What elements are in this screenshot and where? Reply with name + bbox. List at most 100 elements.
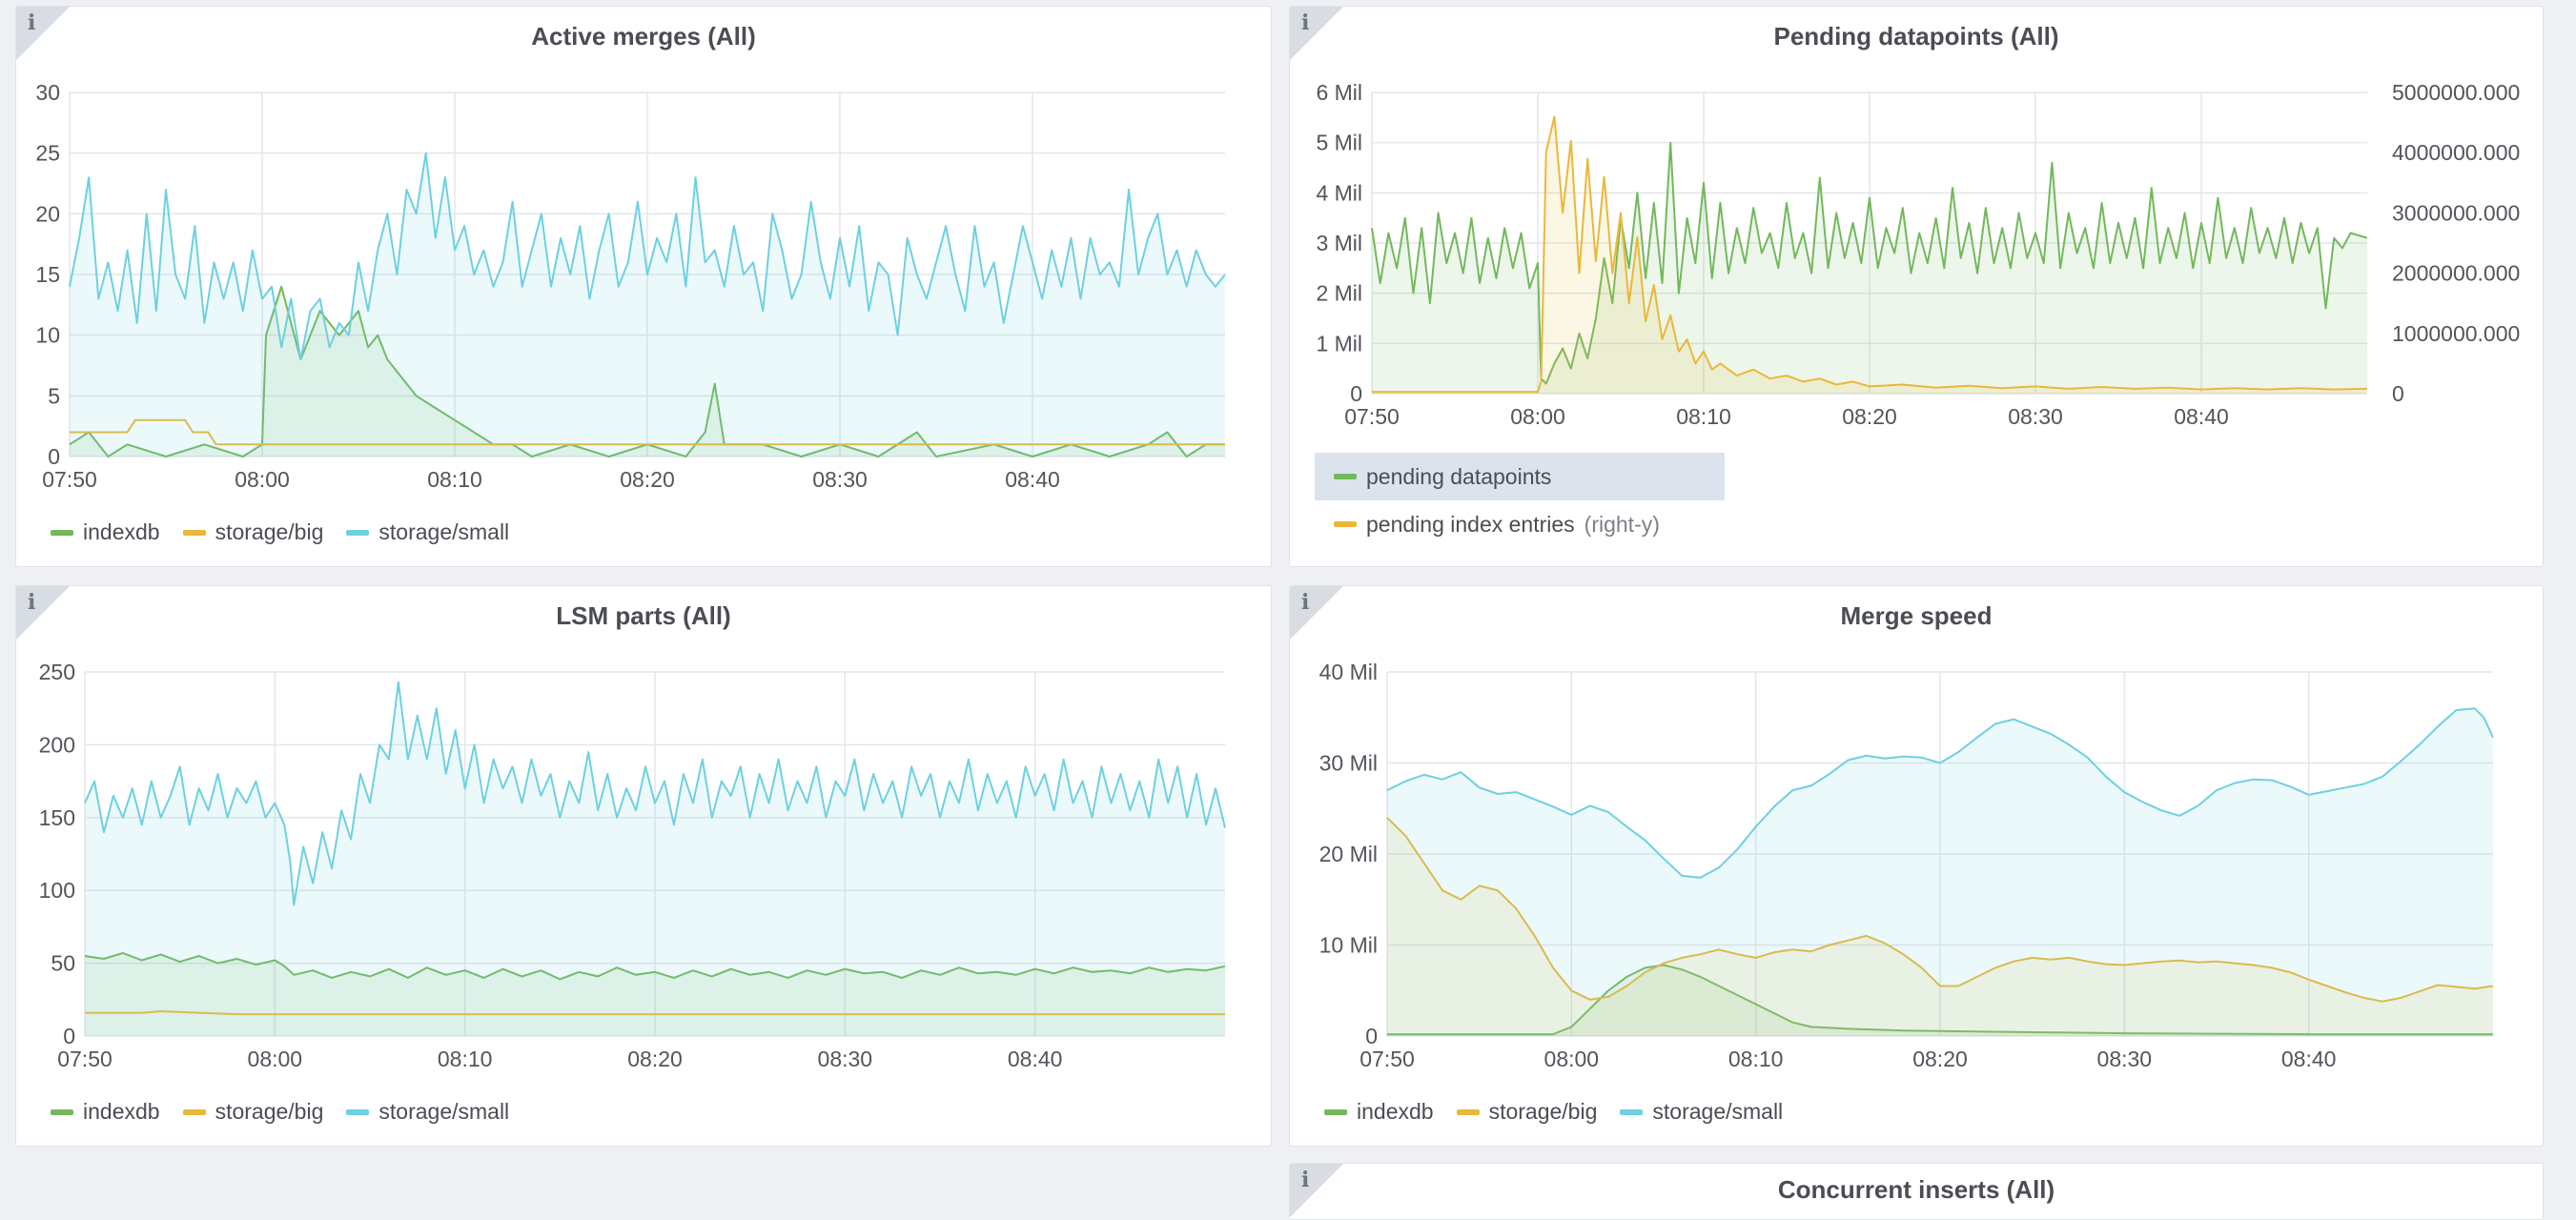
y-tick-label: 50 [51,951,75,976]
legend-label: storage/big [215,519,324,544]
legend-item-storage-small[interactable]: storage/small [346,1099,509,1125]
y2-tick-label: 5000000.000 [2392,80,2520,105]
series-area-indexdb [85,952,1225,1036]
legend-swatch [182,529,206,536]
panel-active-merges: i Active merges (All) 0 5 10 15 20 25 30 07:50 0… [15,6,1272,567]
info-icon[interactable]: i [1301,1168,1310,1192]
legend-label: storage/small [1652,1099,1784,1124]
y-tick-label: 0 [1350,381,1362,406]
y-tick-label: 250 [39,660,75,684]
legend-item-storage-big[interactable]: storage/big [1456,1099,1598,1125]
legend: indexdb storage/big storage/small [1324,1099,1806,1125]
x-tick-label: 08:20 [620,467,675,492]
legend-swatch [1324,1108,1347,1115]
y-tick-label: 30 [35,80,60,105]
x-tick-label: 08:00 [1510,404,1565,429]
legend-label: indexdb [1357,1099,1434,1124]
series-area-storage-big [1387,817,2493,1036]
legend-label: indexdb [83,519,160,544]
panel-info-corner [1290,7,1343,60]
panel-title[interactable]: Pending datapoints (All) [1773,22,2059,51]
x-tick-label: 08:20 [1912,1047,1968,1071]
series-line-storage-big [1386,817,2494,1003]
y-tick-label: 5 [48,383,60,408]
legend-axis-note: (right-y) [1584,511,1660,537]
x-tick-label: 08:40 [2174,404,2229,429]
panel-title[interactable]: Merge speed [1840,601,1993,630]
legend-swatch [1620,1108,1644,1115]
series-line-storage-small [69,152,1226,361]
x-tick-label: 08:00 [1544,1047,1600,1071]
y-tick-label: 0 [48,444,60,469]
series-area-pending-datapoints [1372,142,2367,394]
panel-info-corner [16,586,70,640]
info-icon[interactable]: i [28,10,36,35]
y-tick-label: 0 [1365,1024,1378,1048]
series-line-indexdb [1387,964,2493,1036]
legend-item-storage-big[interactable]: storage/big [182,1099,324,1125]
legend: pending datapoints pending index entries (… [1315,453,1725,548]
legend-item-storage-small[interactable]: storage/small [346,519,509,545]
x-tick-label: 08:10 [1676,404,1731,429]
panel-title[interactable]: LSM parts (All) [556,601,731,630]
panel-info-corner [1290,586,1343,640]
legend-item-indexdb[interactable]: indexdb [1324,1099,1434,1125]
series-line-storage-small [84,681,1226,906]
x-tick-label: 08:20 [1842,404,1897,429]
legend-label: storage/big [1488,1099,1598,1124]
chart-active-merges[interactable]: 0 5 10 15 20 25 30 07:50 08:00 08:10 08:20 08:30 08:… [16,7,1272,492]
y-tick-label: 6 Mil [1316,80,1362,105]
x-tick-label: 08:40 [1008,1047,1063,1071]
y-tick-label: 0 [63,1024,75,1048]
legend: indexdb storage/big storage/small [51,519,532,545]
y-tick-label: 15 [35,262,60,287]
y-tick-label: 10 Mil [1319,933,1378,958]
legend-swatch [346,1108,370,1115]
panel-title[interactable]: Concurrent inserts (All) [1777,1175,2055,1204]
legend-swatch [1334,521,1357,527]
legend-item-indexdb[interactable]: indexdb [51,519,160,545]
x-tick-label: 07:50 [1344,404,1400,429]
legend-item-storage-big[interactable]: storage/big [182,519,324,545]
x-tick-label: 07:50 [57,1047,112,1071]
y2-tick-label: 3000000.000 [2392,200,2520,225]
info-icon[interactable]: i [28,590,36,615]
panel-title[interactable]: Active merges (All) [531,22,756,51]
panel-info-corner [16,7,70,60]
y-tick-label: 2 Mil [1316,281,1362,306]
info-icon[interactable]: i [1301,590,1310,615]
legend-item-pending-datapoints[interactable]: pending datapoints [1315,453,1725,500]
legend-item-indexdb[interactable]: indexdb [51,1099,160,1125]
y2-tick-label: 4000000.000 [2392,140,2520,165]
x-tick-label: 08:10 [1728,1047,1784,1071]
x-tick-label: 07:50 [42,467,97,492]
legend-label: storage/big [215,1099,324,1124]
series-area-indexdb [70,286,1225,457]
legend-item-storage-small[interactable]: storage/small [1620,1099,1783,1125]
y2-tick-label: 2000000.000 [2392,261,2520,286]
panel-pending-datapoints: i Pending datapoints (All) 0 1 Mil 2 Mil 3 … [1289,6,2544,567]
series-area-storage-small [85,681,1225,1036]
panel-lsm-parts: i LSM parts (All) 0 50 100 150 200 250 07:50 08… [15,585,1272,1147]
legend-swatch [1456,1108,1480,1115]
info-icon[interactable]: i [1301,10,1310,35]
grid [84,671,1225,1037]
chart-pending-datapoints[interactable]: 0 1 Mil 2 Mil 3 Mil 4 Mil 5 Mil 6 Mil 0 1000000.… [1290,7,2544,455]
y-tick-label: 20 [35,201,60,226]
legend: indexdb storage/big storage/small [51,1099,532,1125]
panel-concurrent-inserts: i Concurrent inserts (All) [1289,1163,2544,1220]
legend-label: storage/small [378,519,510,544]
series-line-storage-small [1386,707,2494,879]
chart-lsm-parts[interactable]: 0 50 100 150 200 250 07:50 08:00 08:10 08:20 08:30… [16,586,1272,1071]
series-line-pending-datapoints [1371,141,2368,385]
legend-label: pending datapoints [1366,463,1552,489]
legend-swatch [182,1108,206,1115]
series-area-pending-index-entries [1372,116,2367,395]
y-tick-label: 10 [35,323,60,348]
y-tick-label: 25 [35,141,60,166]
chart-merge-speed[interactable]: 0 10 Mil 20 Mil 30 Mil 40 Mil 07:50 08:00 08:10… [1290,586,2544,1071]
y-tick-label: 3 Mil [1316,231,1362,255]
legend-item-pending-index-entries[interactable]: pending index entries (right-y) [1315,500,1725,548]
grid [1386,671,2493,1037]
x-tick-label: 08:10 [438,1047,493,1071]
